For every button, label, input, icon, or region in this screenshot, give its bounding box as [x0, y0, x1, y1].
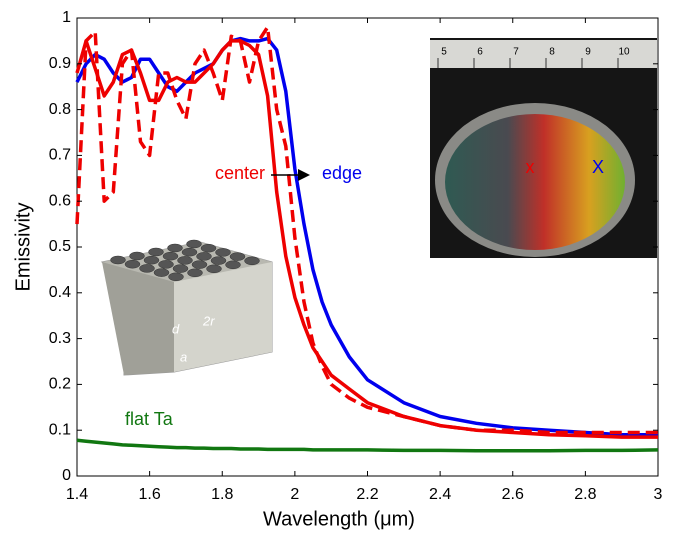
- annotation: flat Ta: [125, 409, 174, 429]
- series-line: [77, 440, 658, 451]
- y-axis-label: Emissivity: [12, 203, 34, 292]
- chart: Wavelength (μm) Emissivity center edge f…: [0, 0, 678, 532]
- hole: [207, 265, 222, 273]
- hole: [173, 265, 188, 273]
- x-tick-label: 3: [654, 486, 663, 503]
- y-tick-label: 1: [62, 9, 71, 26]
- hole: [211, 257, 226, 265]
- hole: [201, 244, 216, 252]
- diagram-label: a: [180, 349, 187, 364]
- diagram-label: 2r: [202, 313, 215, 328]
- x-tick-label: 1.6: [139, 486, 161, 503]
- annotation: edge: [322, 163, 362, 183]
- y-tick-label: 0.2: [49, 376, 71, 393]
- x-tick-label: 1.8: [211, 486, 233, 503]
- ruler-label: 6: [477, 47, 483, 58]
- hole: [149, 248, 164, 256]
- x-tick-label: 2.2: [356, 486, 378, 503]
- x-tick-label: 1.4: [66, 486, 88, 503]
- hole: [192, 261, 207, 269]
- y-tick-label: 0.3: [49, 330, 71, 347]
- hole: [197, 252, 212, 260]
- photo-marker: X: [592, 157, 604, 177]
- hole: [154, 269, 169, 277]
- hole: [182, 248, 197, 256]
- arrow-head: [298, 169, 310, 181]
- y-tick-label: 0.4: [49, 284, 71, 301]
- ruler-label: 9: [585, 47, 591, 58]
- ruler-label: 10: [618, 47, 630, 58]
- y-tick-label: 0.5: [49, 238, 71, 255]
- ruler-label: 8: [549, 47, 555, 58]
- hole: [230, 253, 245, 261]
- hole: [140, 264, 155, 272]
- y-tick-label: 0.1: [49, 421, 71, 438]
- hole: [245, 257, 260, 265]
- hole: [216, 248, 231, 256]
- ruler-label: 7: [513, 47, 519, 58]
- photo-marker: x: [526, 157, 535, 177]
- y-tick-label: 0: [62, 467, 71, 484]
- hole: [168, 244, 183, 252]
- y-tick-label: 0.8: [49, 101, 71, 118]
- hole: [188, 269, 203, 277]
- hole: [130, 252, 145, 260]
- y-tick-label: 0.9: [49, 55, 71, 72]
- hole: [163, 252, 178, 260]
- x-tick-label: 2.6: [502, 486, 524, 503]
- x-tick-label: 2: [290, 486, 299, 503]
- hole: [159, 260, 174, 268]
- hole: [178, 256, 193, 264]
- photo-inset: [430, 38, 657, 258]
- x-tick-label: 2.4: [429, 486, 451, 503]
- y-tick-label: 0.7: [49, 147, 71, 164]
- hole: [226, 261, 241, 269]
- y-tick-label: 0.6: [49, 192, 71, 209]
- hole: [144, 256, 159, 264]
- x-axis-label: Wavelength (μm): [263, 508, 415, 530]
- hole: [187, 240, 202, 248]
- hole: [169, 273, 184, 281]
- annotation: center: [215, 163, 265, 183]
- x-tick-label: 2.8: [574, 486, 596, 503]
- diagram-label: d: [172, 321, 180, 336]
- hole: [125, 260, 140, 268]
- hole: [111, 256, 126, 264]
- ruler-label: 5: [441, 47, 447, 58]
